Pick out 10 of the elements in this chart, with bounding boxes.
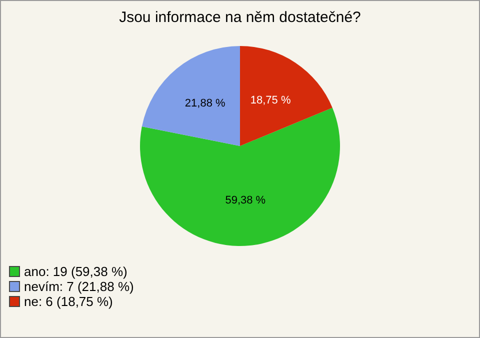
legend-label: ne: 6 (18,75 %) <box>24 294 113 309</box>
legend-label: ano: 19 (59,38 %) <box>24 264 128 279</box>
pie-slice <box>142 46 240 146</box>
pie-slice <box>140 108 340 246</box>
data-label: 21,88 % <box>184 97 226 110</box>
chart-title: Jsou informace na něm dostatečné? <box>118 9 362 26</box>
data-label: 59,38 % <box>225 194 266 207</box>
pie-slice <box>240 46 332 146</box>
data-label: 18,75 % <box>250 94 291 106</box>
legend-label: nevím: 7 (21,88 %) <box>24 279 134 294</box>
